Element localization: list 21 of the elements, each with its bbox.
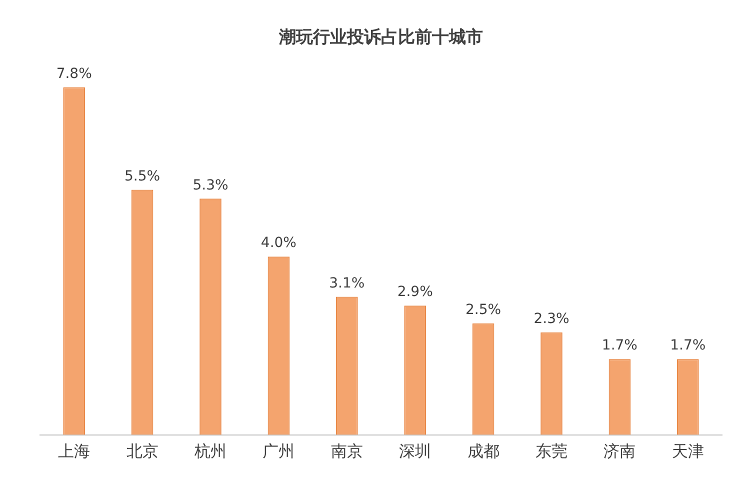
x-tick-label: 成都 <box>467 442 500 461</box>
x-tick-label: 南京 <box>330 442 363 461</box>
data-label: 2.3% <box>534 310 570 327</box>
data-label: 5.3% <box>192 177 228 194</box>
data-label: 7.8% <box>56 66 92 82</box>
data-label: 1.7% <box>602 338 638 354</box>
data-label: 1.7% <box>670 338 706 354</box>
x-tick-label: 北京 <box>126 442 158 461</box>
x-tick-label: 济南 <box>604 442 636 461</box>
data-label: 5.5% <box>124 168 160 184</box>
data-label: 2.9% <box>397 284 433 300</box>
x-tick-label: 东莞 <box>536 442 568 461</box>
x-tick-label: 上海 <box>58 442 90 461</box>
data-label: 3.1% <box>329 275 365 292</box>
x-tick-label: 杭州 <box>194 442 226 461</box>
x-tick-label: 深圳 <box>399 442 432 461</box>
chart-title: 潮玩行业投诉占比前十城市 <box>278 28 483 48</box>
x-tick-label: 天津 <box>672 442 704 461</box>
data-label: 2.5% <box>466 302 502 318</box>
data-label: 4.0% <box>260 235 296 252</box>
x-tick-label: 广州 <box>262 442 295 461</box>
